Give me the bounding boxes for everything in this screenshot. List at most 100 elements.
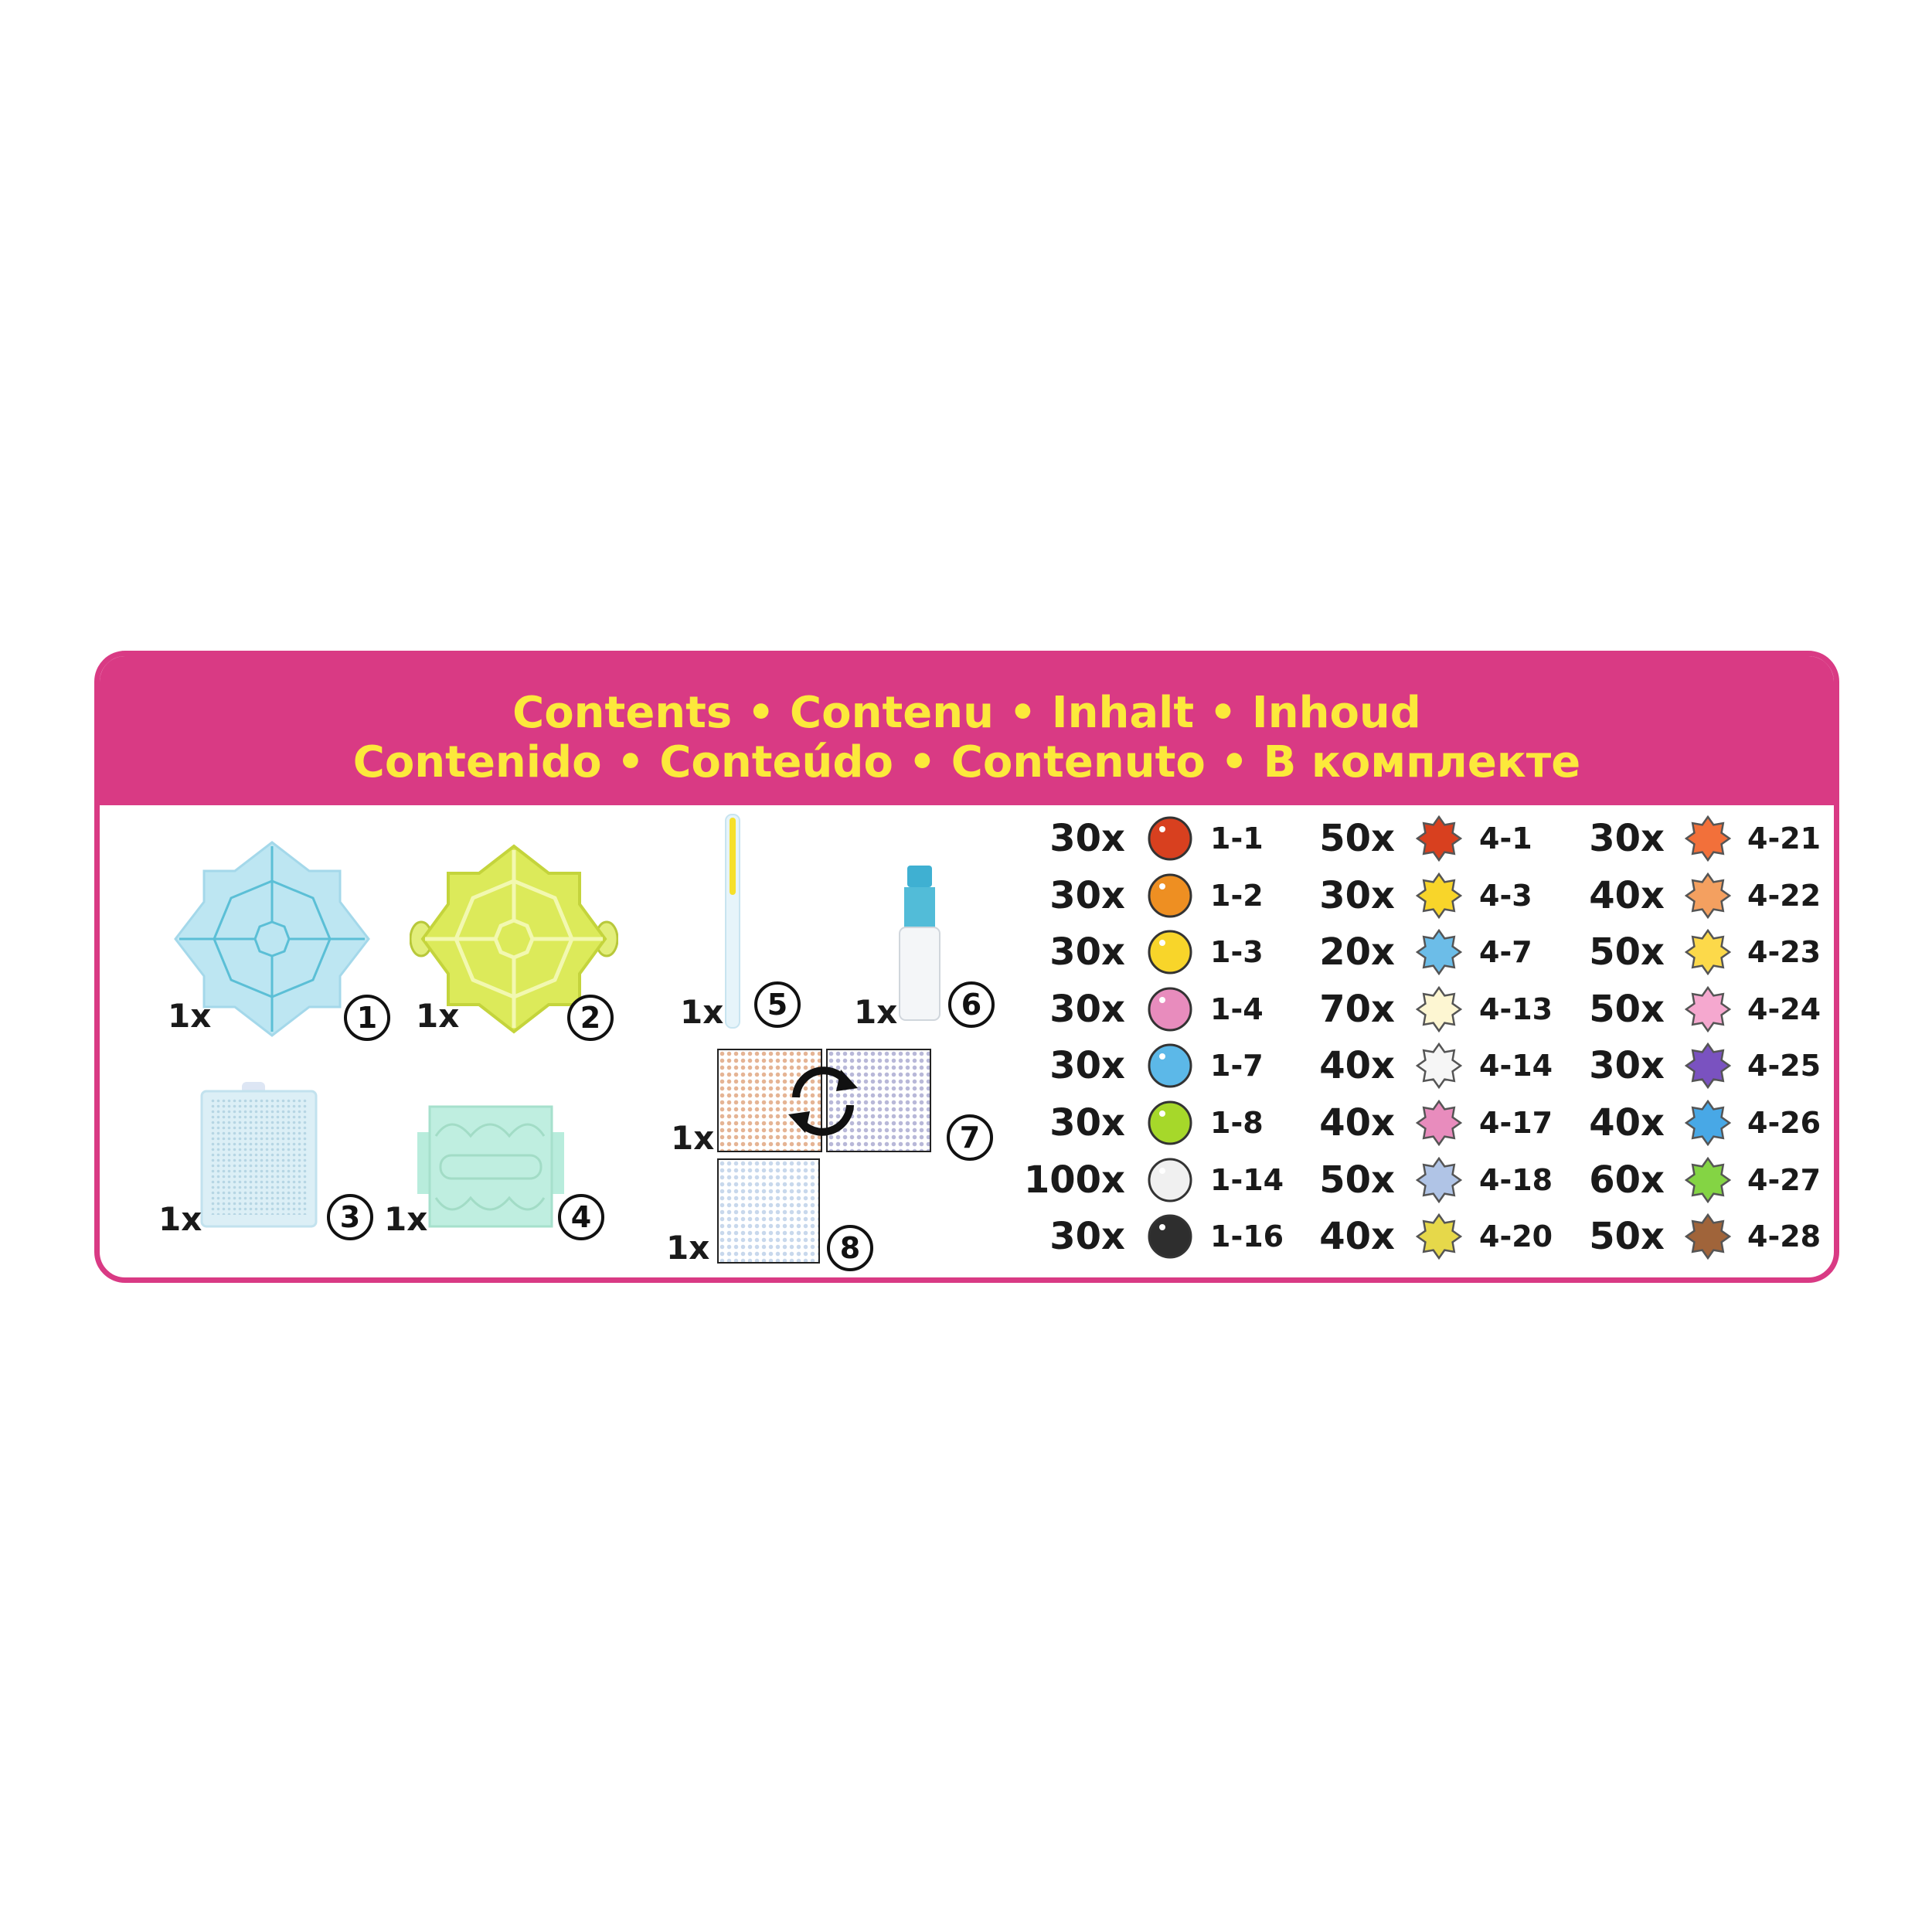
bead-code: 4-3 [1479,878,1532,913]
bead-code: 1-3 [1210,935,1264,970]
template-sheet-front [717,1049,822,1152]
bead-star-icon [1416,1156,1462,1203]
item-2-qty: 1x [416,997,460,1035]
bead-star-icon [1416,1043,1462,1090]
bead-qty: 30x [1589,817,1665,860]
item-5-number: 5 [754,981,801,1028]
bead-star-icon [1685,872,1731,919]
item-6-qty: 1x [854,993,898,1031]
bead-qty: 50x [1589,930,1665,975]
bead-star-icon [1685,1100,1731,1146]
bead-code: 4-24 [1747,992,1821,1026]
bead-ball-icon [1148,930,1192,975]
green-star-tray-icon [410,844,618,1034]
mint-tray-icon [417,1105,564,1228]
bead-qty: 20x [1319,930,1395,975]
item-5-qty: 1x [680,993,724,1031]
bead-qty: 40x [1319,1215,1395,1259]
pegboard-icon [200,1082,318,1228]
bead-qty: 40x [1319,1101,1395,1145]
item-3-qty: 1x [158,1200,202,1238]
bead-pen-icon [725,814,740,1029]
bead-qty: 40x [1589,873,1665,917]
bead-code: 1-1 [1210,821,1264,855]
bead-qty: 30x [1049,1044,1125,1088]
bead-qty: 50x [1319,1158,1395,1202]
bead-star-icon [1685,1156,1731,1203]
contents-header: Contents • Contenu • Inhalt • Inhoud Con… [100,656,1834,805]
item-8-number: 8 [827,1225,873,1271]
item-7-number: 7 [947,1114,993,1161]
bead-qty: 50x [1589,1215,1665,1259]
flip-arrows-icon [788,1066,858,1136]
bead-code: 4-22 [1747,878,1821,913]
bead-code: 4-20 [1479,1219,1553,1254]
bead-code: 1-7 [1210,1049,1264,1083]
bead-qty: 30x [1319,873,1395,917]
bead-star-icon [1685,985,1731,1032]
bead-code: 1-2 [1210,878,1264,913]
bead-qty: 40x [1319,1044,1395,1088]
bead-code: 4-18 [1479,1162,1553,1197]
bead-code: 4-26 [1747,1106,1821,1140]
bead-qty: 60x [1589,1158,1665,1202]
bead-qty: 50x [1589,987,1665,1031]
bead-qty: 30x [1049,1215,1125,1259]
bead-code: 4-17 [1479,1106,1553,1140]
bead-code: 4-21 [1747,821,1821,855]
bead-code: 4-25 [1747,1049,1821,1083]
bead-qty: 50x [1319,817,1395,860]
item-8-qty: 1x [666,1229,710,1267]
bead-star-icon [1416,815,1462,862]
template-sheet-back [826,1049,931,1152]
bead-star-icon [1685,815,1731,862]
bead-code: 4-7 [1479,935,1532,970]
spray-bottle-icon [899,866,940,1021]
bead-ball-icon [1148,1214,1192,1259]
bead-qty: 70x [1319,987,1395,1031]
item-6-number: 6 [948,981,995,1028]
bead-star-icon [1685,929,1731,976]
bead-star-icon [1416,1100,1462,1146]
bead-ball-icon [1148,873,1192,918]
contents-panel: Contents • Contenu • Inhalt • Inhoud Con… [94,651,1839,1283]
bead-ball-icon [1148,1043,1192,1088]
bead-qty: 40x [1589,1101,1665,1145]
bead-ball-icon [1148,1158,1192,1202]
bead-qty: 30x [1049,987,1125,1031]
bead-star-icon [1416,1213,1462,1260]
bead-star-icon [1416,985,1462,1032]
title-line-1: Contents • Contenu • Inhalt • Inhoud [512,688,1421,738]
bead-qty: 30x [1049,930,1125,975]
bead-code: 4-14 [1479,1049,1553,1083]
template-sheet [717,1158,820,1264]
item-2-number: 2 [567,995,614,1041]
bead-qty: 30x [1049,817,1125,860]
item-1-number: 1 [344,995,390,1041]
title-line-2: Contenido • Conteúdo • Contenuto • В ком… [352,737,1581,787]
bead-code: 4-13 [1479,992,1553,1026]
bead-ball-icon [1148,1100,1192,1145]
bead-qty: 100x [1023,1158,1125,1202]
bead-code: 1-16 [1210,1219,1284,1254]
bead-code: 1-4 [1210,992,1264,1026]
bead-code: 4-23 [1747,935,1821,970]
bead-code: 1-8 [1210,1106,1264,1140]
bead-ball-icon [1148,987,1192,1032]
bead-star-icon [1685,1213,1731,1260]
blue-star-tray-icon [174,841,370,1037]
bead-code: 1-14 [1210,1162,1284,1197]
bead-star-icon [1685,1043,1731,1090]
item-3-number: 3 [327,1194,373,1240]
item-4-qty: 1x [384,1200,428,1238]
bead-qty: 30x [1049,1101,1125,1145]
bead-star-icon [1416,929,1462,976]
item-1-qty: 1x [168,997,212,1035]
item-4-number: 4 [558,1194,604,1240]
item-7-qty: 1x [671,1119,715,1157]
bead-qty: 30x [1049,873,1125,917]
bead-ball-icon [1148,816,1192,861]
bead-star-icon [1416,872,1462,919]
bead-code: 4-1 [1479,821,1532,855]
bead-code: 4-27 [1747,1162,1821,1197]
